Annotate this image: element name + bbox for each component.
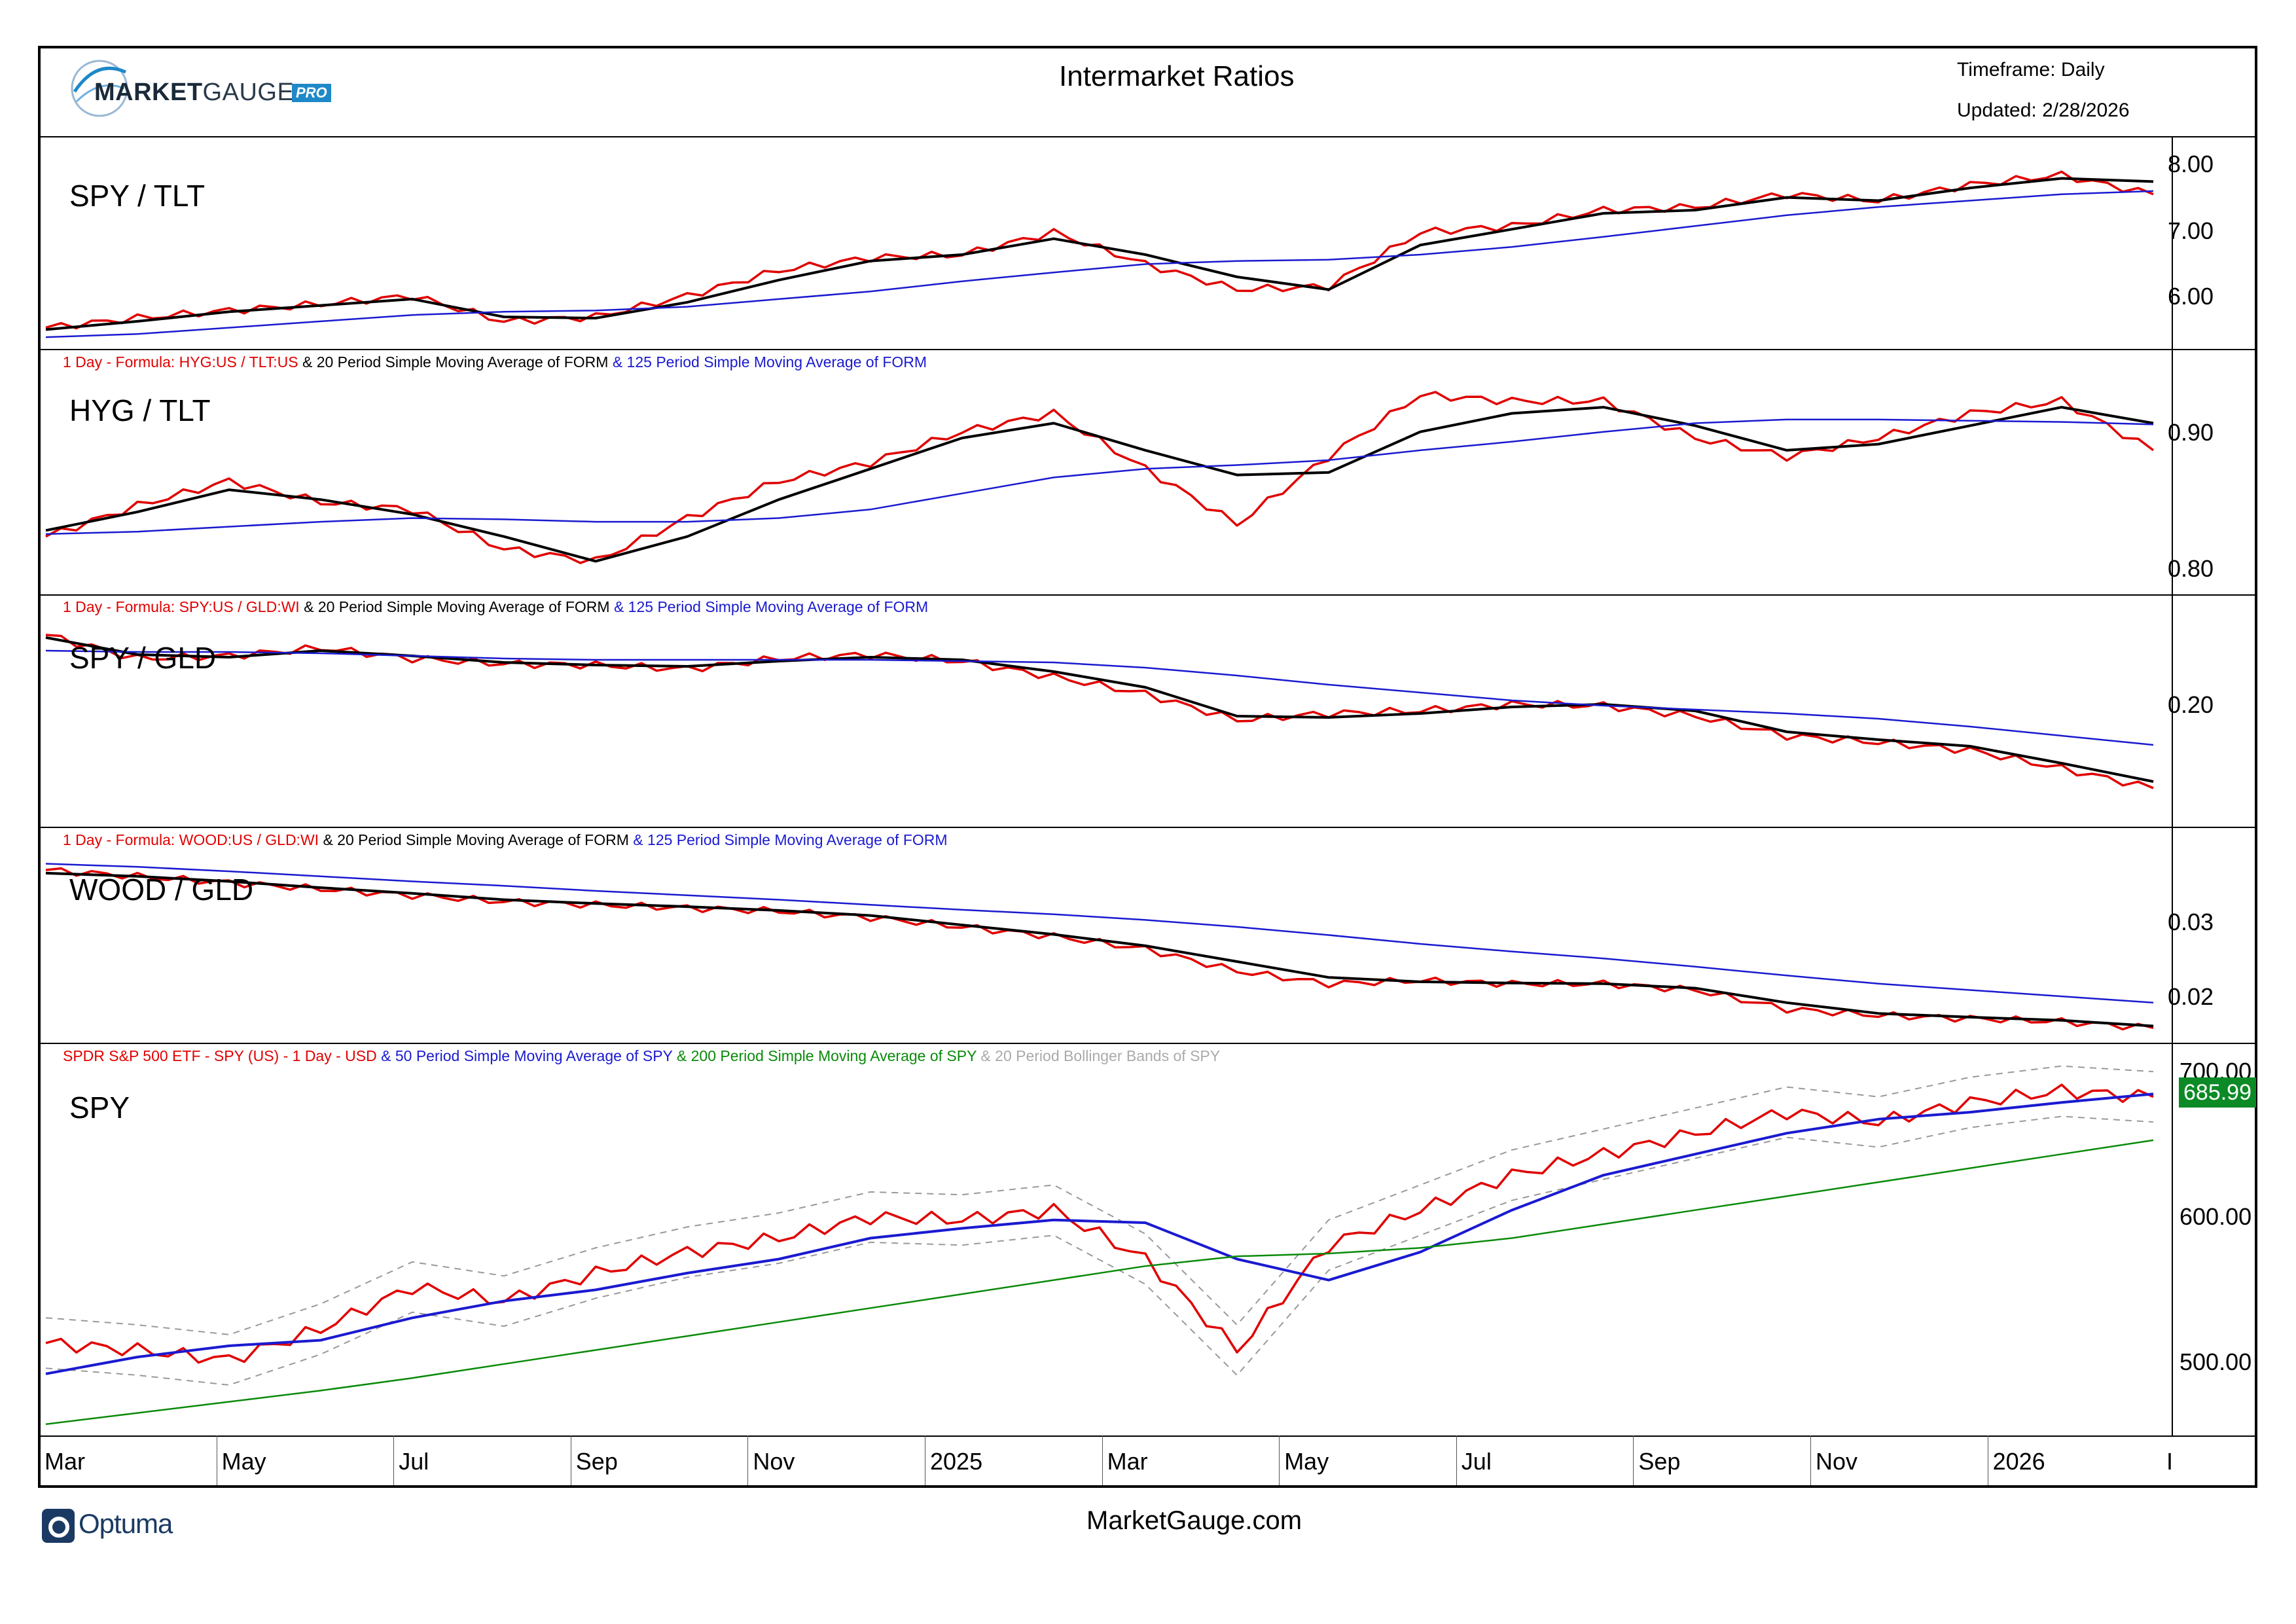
y-tick-label: 8.00 [2168, 151, 2214, 177]
legend-item: & 125 Period Simple Moving Average of FO… [633, 831, 948, 848]
x-tick-label: Mar [1107, 1448, 1148, 1475]
divider [38, 349, 2257, 350]
sma125-line [45, 863, 2154, 1004]
x-tick-label: Nov [1816, 1448, 1858, 1475]
price-line [45, 1083, 2154, 1364]
divider [38, 136, 2257, 137]
legend-item: & 20 Period Bollinger Bands of SPY [980, 1047, 1221, 1064]
x-tick-label: Mar [45, 1448, 85, 1475]
ratio-line [45, 867, 2154, 1031]
sma20-line [45, 636, 2154, 783]
ratio-line [45, 634, 2154, 789]
x-tick-label: May [221, 1448, 266, 1475]
y-tick-label: 7.00 [2168, 217, 2214, 244]
updated-label: Updated: 2/28/2026 [1957, 99, 2130, 121]
ratio-line [45, 391, 2155, 564]
divider [38, 594, 2257, 596]
divider [38, 1435, 2257, 1437]
x-tick-mark [393, 1435, 395, 1485]
x-tick-label: May [1284, 1448, 1329, 1475]
divider [38, 827, 2257, 828]
legend-item: & 125 Period Simple Moving Average of FO… [613, 598, 929, 615]
legend-item: SPDR S&P 500 ETF - SPY (US) - 1 Day - US… [63, 1047, 377, 1064]
panel-title: WOOD / GLD [69, 873, 254, 907]
logo-pro-badge: PRO [292, 84, 331, 102]
legend: SPDR S&P 500 ETF - SPY (US) - 1 Day - US… [63, 1047, 1220, 1065]
panel-title: SPY / TLT [69, 179, 206, 213]
page-title: Intermarket Ratios [1059, 60, 1295, 92]
sma200-line [45, 1139, 2154, 1425]
x-tick-label: Sep [575, 1448, 618, 1475]
optuma-logo [42, 1509, 75, 1543]
x-tick-label: Nov [753, 1448, 795, 1475]
x-tick-mark [1633, 1435, 1634, 1485]
legend-item: & 20 Period Simple Moving Average of FOR… [302, 353, 609, 370]
x-tick-label: Jul [1461, 1448, 1492, 1475]
sma125-line [45, 418, 2154, 535]
bollinger-upper-line [45, 1065, 2154, 1335]
sma20-line [45, 406, 2154, 563]
legend: 1 Day - Formula: HYG:US / TLT:US & 20 Pe… [63, 353, 927, 371]
legend-item: 1 Day - Formula: HYG:US / TLT:US [63, 353, 298, 370]
panel-spy [45, 1065, 2154, 1425]
logo-text: MARKETGAUGE [94, 79, 295, 106]
legend: 1 Day - Formula: SPY:US / GLD:WI & 20 Pe… [63, 598, 928, 616]
legend-item: 1 Day - Formula: SPY:US / GLD:WI [63, 598, 300, 615]
panel-title: HYG / TLT [69, 393, 211, 427]
legend: 1 Day - Formula: WOOD:US / GLD:WI & 20 P… [63, 831, 948, 849]
bollinger-lower-line [45, 1115, 2154, 1386]
legend-item: & 20 Period Simple Moving Average of FOR… [323, 831, 629, 848]
divider [38, 1043, 2257, 1044]
panel-spy-gld [45, 634, 2154, 789]
legend-item: & 20 Period Simple Moving Average of FOR… [304, 598, 610, 615]
sma20-line [45, 871, 2154, 1028]
x-tick-label: 2025 [930, 1448, 983, 1475]
ratio-line [45, 170, 2154, 330]
sma125-line [45, 649, 2154, 746]
y-axis-line [2172, 136, 2173, 1435]
y-tick-label: 600.00 [2179, 1203, 2252, 1230]
x-tick-label: Sep [1638, 1448, 1681, 1475]
footer-site: MarketGauge.com [1086, 1506, 1302, 1535]
y-tick-label: 0.03 [2168, 909, 2214, 935]
y-tick-label: 0.80 [2168, 555, 2214, 582]
y-tick-label: 0.90 [2168, 419, 2214, 446]
legend-item: & 125 Period Simple Moving Average of FO… [612, 353, 927, 370]
sma125-line [45, 190, 2154, 338]
x-tick-mark [1102, 1435, 1103, 1485]
legend-item: & 200 Period Simple Moving Average of SP… [676, 1047, 977, 1064]
x-tick-mark [1810, 1435, 1811, 1485]
panel-spy-tlt [45, 170, 2154, 338]
x-tick-mark [747, 1435, 749, 1485]
panel-title: SPY / GLD [69, 641, 217, 675]
chart-frame [38, 46, 2257, 1488]
y-tick-label: 0.20 [2168, 691, 2214, 718]
timeframe-label: Timeframe: Daily [1957, 59, 2105, 81]
panel-hyg-tlt [45, 391, 2155, 564]
sma50-line [45, 1092, 2154, 1375]
x-tick-label: 2026 [1992, 1448, 2045, 1475]
x-tick-label: I [2166, 1448, 2174, 1475]
y-tick-label: 0.02 [2168, 983, 2214, 1010]
y-tick-label: 6.00 [2168, 283, 2214, 310]
panel-wood-gld [45, 863, 2154, 1031]
x-tick-label: Jul [399, 1448, 429, 1475]
legend-item: & 50 Period Simple Moving Average of SPY [381, 1047, 673, 1064]
x-tick-mark [1456, 1435, 1457, 1485]
sma20-line [45, 177, 2154, 331]
y-tick-label: 500.00 [2179, 1348, 2252, 1375]
x-tick-mark [1279, 1435, 1280, 1485]
last-price-badge: 685.99 [2179, 1077, 2256, 1108]
marketgauge-logo [71, 60, 128, 117]
panel-title: SPY [69, 1091, 130, 1125]
legend-item: 1 Day - Formula: WOOD:US / GLD:WI [63, 831, 319, 848]
optuma-text: Optuma [79, 1508, 173, 1539]
